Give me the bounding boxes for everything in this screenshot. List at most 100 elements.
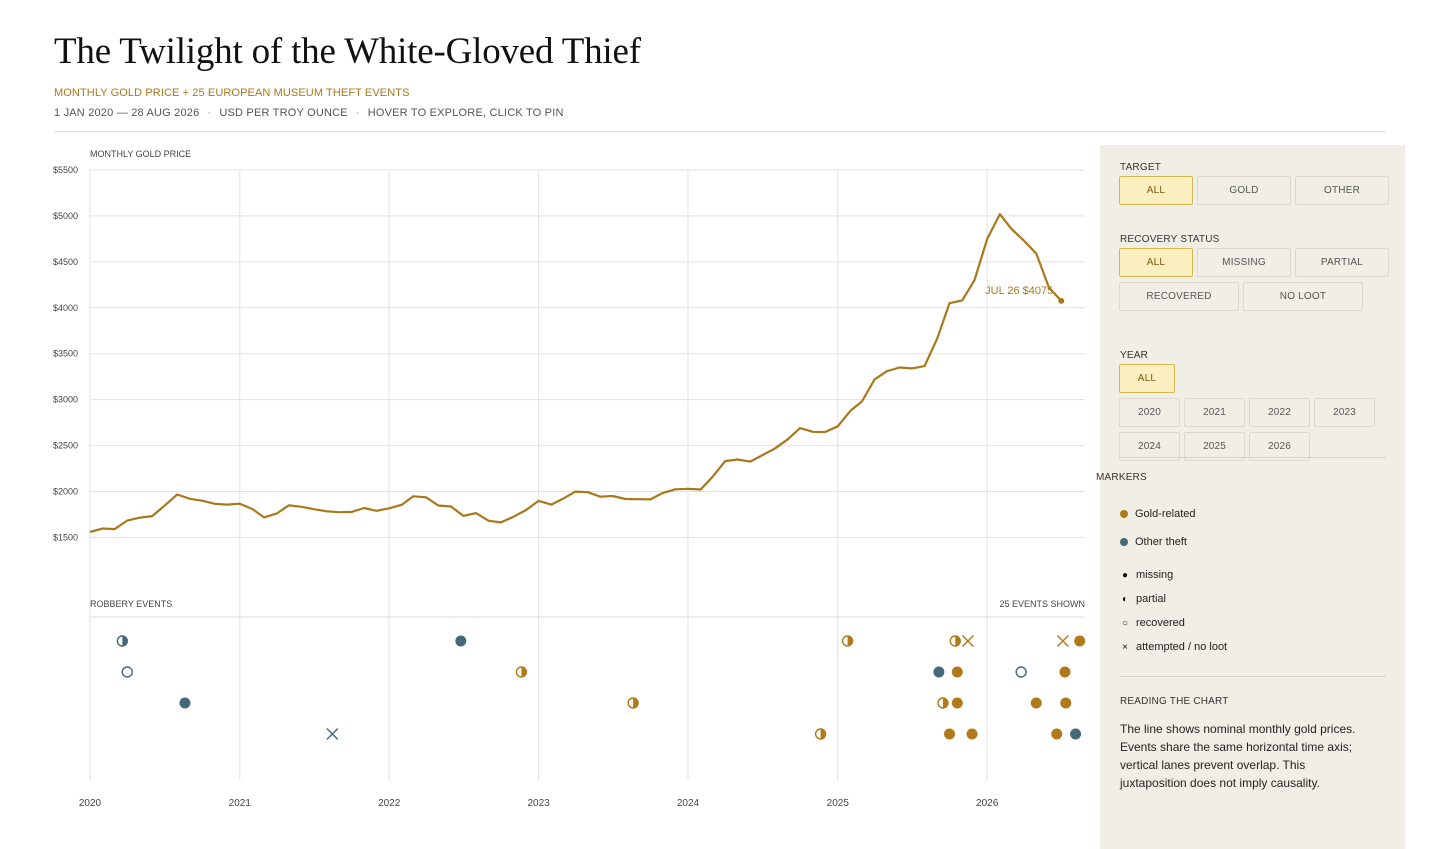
event-marker-missing[interactable] xyxy=(1070,728,1082,740)
event-marker-missing[interactable] xyxy=(951,666,963,678)
event-cross-stroke[interactable] xyxy=(1056,635,1069,647)
x-tick-label: 2022 xyxy=(378,798,401,809)
event-marker-partial[interactable] xyxy=(841,635,854,647)
y-tick-label: $3000 xyxy=(53,395,78,405)
event-marker-partial[interactable] xyxy=(515,666,528,678)
half-dot-icon: ◐ xyxy=(1121,593,1129,605)
legend-partial: ◐ partial xyxy=(1120,593,1166,605)
event-marker-missing[interactable] xyxy=(1060,697,1072,709)
page-title: The Twilight of the White-Gloved Thief xyxy=(54,31,641,72)
event-dot[interactable] xyxy=(1074,635,1086,647)
legend-recovered-label: recovered xyxy=(1136,617,1185,629)
event-marker-missing[interactable] xyxy=(1030,697,1042,709)
gold-swatch xyxy=(1120,510,1128,518)
x-tick-label: 2020 xyxy=(79,798,102,809)
event-marker-partial[interactable] xyxy=(627,697,639,709)
event-dot[interactable] xyxy=(1070,728,1082,740)
recovery-filter-label: RECOVERY STATUS xyxy=(1120,234,1220,245)
event-dot[interactable] xyxy=(1030,697,1042,709)
target-filter-label: TARGET xyxy=(1120,162,1162,173)
event-dot[interactable] xyxy=(455,635,467,647)
event-dot[interactable] xyxy=(933,666,945,678)
event-dot-half[interactable] xyxy=(820,729,826,739)
event-dot[interactable] xyxy=(1059,666,1071,678)
event-marker-missing[interactable] xyxy=(951,697,963,709)
event-cross-stroke[interactable] xyxy=(326,728,339,740)
recovery-recovered-button[interactable]: RECOVERED xyxy=(1119,282,1239,311)
year-2026-button[interactable]: 2026 xyxy=(1249,432,1310,461)
event-dot-half[interactable] xyxy=(942,698,948,708)
recovery-all-button[interactable]: ALL xyxy=(1119,248,1193,277)
recovery-partial-button[interactable]: PARTIAL xyxy=(1295,248,1389,277)
year-2025-button[interactable]: 2025 xyxy=(1184,432,1245,461)
target-gold-button[interactable]: GOLD xyxy=(1197,176,1291,205)
event-marker-recovered[interactable] xyxy=(1015,666,1027,678)
year-2020-button[interactable]: 2020 xyxy=(1119,398,1180,427)
event-marker-no-loot[interactable] xyxy=(1056,635,1069,647)
events-layer[interactable] xyxy=(116,635,1086,740)
x-tick-label: 2025 xyxy=(827,798,850,809)
event-marker-missing[interactable] xyxy=(455,635,467,647)
year-2022-button[interactable]: 2022 xyxy=(1249,398,1310,427)
event-dot[interactable] xyxy=(1015,666,1027,678)
year-2024-button[interactable]: 2024 xyxy=(1119,432,1180,461)
y-tick-label: $2500 xyxy=(53,441,78,451)
event-dot[interactable] xyxy=(179,697,191,709)
legend-gold-label: Gold-related xyxy=(1135,508,1196,520)
legend-divider xyxy=(1120,676,1386,677)
legend-other: Other theft xyxy=(1120,536,1187,548)
event-cross-stroke[interactable] xyxy=(961,635,974,647)
legend-recovered: ○ recovered xyxy=(1120,617,1185,629)
recovery-missing-button[interactable]: MISSING xyxy=(1197,248,1291,277)
event-dot[interactable] xyxy=(966,728,978,740)
event-marker-missing[interactable] xyxy=(1074,635,1086,647)
price-line-layer[interactable]: JUL 26 $4075 xyxy=(89,212,1065,533)
event-marker-missing[interactable] xyxy=(966,728,978,740)
event-dot[interactable] xyxy=(1060,697,1072,709)
event-dot[interactable] xyxy=(1051,728,1063,740)
event-dot-half[interactable] xyxy=(122,636,128,646)
y-tick-label: $5500 xyxy=(53,165,78,175)
recovery-noloot-button[interactable]: NO LOOT xyxy=(1243,282,1363,311)
header-divider xyxy=(54,131,1386,132)
event-marker-partial[interactable] xyxy=(814,728,827,740)
price-endpoint-dot[interactable] xyxy=(1058,297,1065,304)
event-marker-recovered[interactable] xyxy=(121,666,133,678)
year-2021-button[interactable]: 2021 xyxy=(1184,398,1245,427)
legend-missing-label: missing xyxy=(1136,569,1174,581)
event-marker-no-loot[interactable] xyxy=(326,728,339,740)
event-marker-missing[interactable] xyxy=(179,697,191,709)
cross-icon: × xyxy=(1122,641,1128,653)
x-tick-label: 2024 xyxy=(677,798,700,809)
event-dot[interactable] xyxy=(951,666,963,678)
page-meta: 1 JAN 2020 — 28 AUG 2026 · USD PER TROY OU… xyxy=(54,107,564,119)
gold-price-line[interactable] xyxy=(89,212,1063,533)
event-marker-missing[interactable] xyxy=(944,728,956,740)
y-tick-label: $4500 xyxy=(53,257,78,267)
event-marker-no-loot[interactable] xyxy=(961,635,974,647)
event-marker-partial[interactable] xyxy=(937,697,949,709)
event-dot[interactable] xyxy=(121,666,133,678)
event-marker-missing[interactable] xyxy=(1051,728,1063,740)
event-dot-half[interactable] xyxy=(633,698,639,708)
target-all-button[interactable]: ALL xyxy=(1119,176,1193,205)
event-dot-half[interactable] xyxy=(847,636,853,646)
y-tick-label: $4000 xyxy=(53,303,78,313)
event-marker-partial[interactable] xyxy=(949,635,961,647)
event-marker-partial[interactable] xyxy=(116,635,129,647)
event-marker-missing[interactable] xyxy=(1059,666,1071,678)
event-marker-missing[interactable] xyxy=(933,666,945,678)
year-2023-button[interactable]: 2023 xyxy=(1314,398,1375,427)
legend-other-label: Other theft xyxy=(1135,536,1187,548)
markers-legend-label: MARKERS xyxy=(1096,472,1147,483)
event-dot-half[interactable] xyxy=(521,667,527,677)
chart-grid xyxy=(89,169,1085,780)
event-dot[interactable] xyxy=(944,728,956,740)
chart-area[interactable]: MONTHLY GOLD PRICE $1500$2000$2500$3000$… xyxy=(0,140,1100,820)
event-dot[interactable] xyxy=(951,697,963,709)
target-other-button[interactable]: OTHER xyxy=(1295,176,1389,205)
year-all-button[interactable]: ALL xyxy=(1119,364,1175,393)
legend-noloot-label: attempted / no loot xyxy=(1136,641,1228,653)
event-dot-half[interactable] xyxy=(955,636,961,646)
year-filter-label: YEAR xyxy=(1120,350,1149,361)
